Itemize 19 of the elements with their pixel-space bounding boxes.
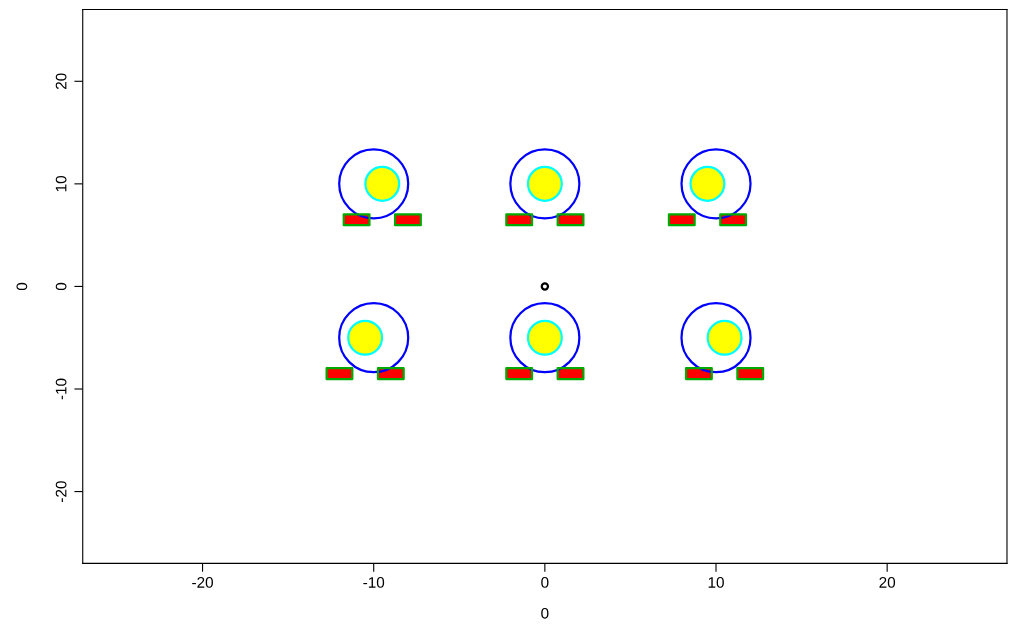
y-tick-label: -20 (55, 481, 67, 502)
x-tick-label: -20 (192, 576, 213, 588)
point (338, 302, 410, 374)
y-tick-label: 10 (55, 175, 67, 192)
y-axis-title: 0 (16, 282, 28, 291)
point (540, 282, 550, 291)
point (680, 148, 752, 220)
x-tick-label: 0 (541, 576, 549, 588)
x-axis-title: 0 (541, 607, 549, 619)
y-tick-label: 0 (55, 282, 67, 291)
x-tick-label: 10 (708, 576, 724, 588)
point (509, 302, 581, 374)
point (509, 148, 581, 220)
y-tick-label: -10 (55, 378, 67, 400)
x-tick-label: -10 (363, 576, 385, 588)
y-tick-label: 20 (55, 73, 67, 90)
point (338, 148, 410, 220)
x-tick-label: 20 (879, 576, 896, 588)
point (680, 302, 752, 374)
